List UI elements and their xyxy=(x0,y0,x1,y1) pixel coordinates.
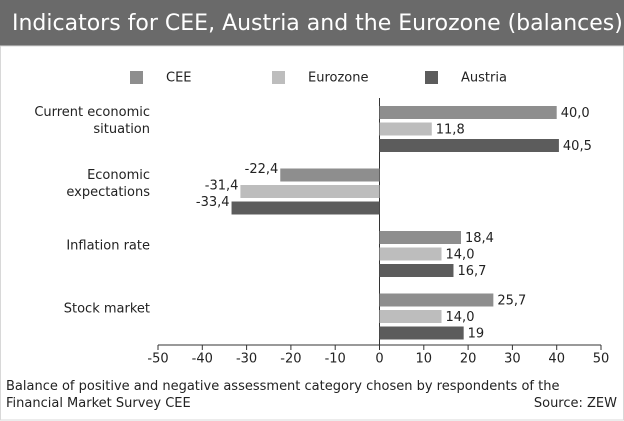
x-tick-label: 10 xyxy=(416,352,433,367)
legend-label: Eurozone xyxy=(308,71,368,86)
value-label: -22,4 xyxy=(245,162,279,177)
chart-title: Indicators for CEE, Austria and the Euro… xyxy=(12,11,623,36)
bar xyxy=(379,264,454,277)
category-label: Current economic situation xyxy=(34,105,150,137)
x-tick-label: -20 xyxy=(280,352,301,367)
value-label: 14,0 xyxy=(446,248,475,263)
bar xyxy=(231,201,380,215)
legend-swatch xyxy=(425,71,438,84)
bar xyxy=(379,293,494,307)
x-tick-label: 20 xyxy=(460,352,477,367)
value-label: 40,5 xyxy=(563,139,592,154)
bar xyxy=(379,247,442,261)
value-label: 25,7 xyxy=(497,294,526,309)
bar xyxy=(379,106,557,119)
value-label: 19 xyxy=(468,327,485,342)
category-label: Stock market xyxy=(63,301,150,316)
bar xyxy=(379,231,462,244)
x-tick-label: -10 xyxy=(325,352,346,367)
x-tick-label: 50 xyxy=(593,352,610,367)
legend-swatch xyxy=(130,71,143,84)
x-tick-label: -50 xyxy=(147,352,168,367)
bar xyxy=(379,310,442,323)
value-label: 18,4 xyxy=(465,231,494,246)
legend-label: Austria xyxy=(461,71,507,86)
x-tick-label: -40 xyxy=(192,352,213,367)
value-label: 40,0 xyxy=(561,106,590,121)
bar xyxy=(379,122,432,136)
value-label: 16,7 xyxy=(457,264,486,279)
x-tick-label: 30 xyxy=(504,352,521,367)
legend-label: CEE xyxy=(166,71,192,86)
note: Balance of positive and negative assessm… xyxy=(6,378,618,412)
bar xyxy=(240,185,380,198)
source: Source: ZEW xyxy=(533,396,617,411)
value-label: -33,4 xyxy=(196,195,230,210)
value-label: 11,8 xyxy=(436,123,465,138)
legend-swatch xyxy=(272,71,285,84)
note-text: Balance of positive and negative assessm… xyxy=(6,379,560,411)
category-label: Inflation rate xyxy=(66,238,150,254)
x-tick-label: 40 xyxy=(548,352,565,367)
bar xyxy=(379,326,464,340)
value-label: -31,4 xyxy=(205,179,239,194)
title-band xyxy=(0,0,624,46)
bar xyxy=(379,139,559,152)
bar xyxy=(280,168,380,182)
x-tick-label: -30 xyxy=(236,352,257,367)
x-tick-label: 0 xyxy=(375,352,383,367)
frame xyxy=(0,45,624,421)
category-label: Economic expectations xyxy=(66,167,150,200)
value-label: 14,0 xyxy=(446,310,475,325)
